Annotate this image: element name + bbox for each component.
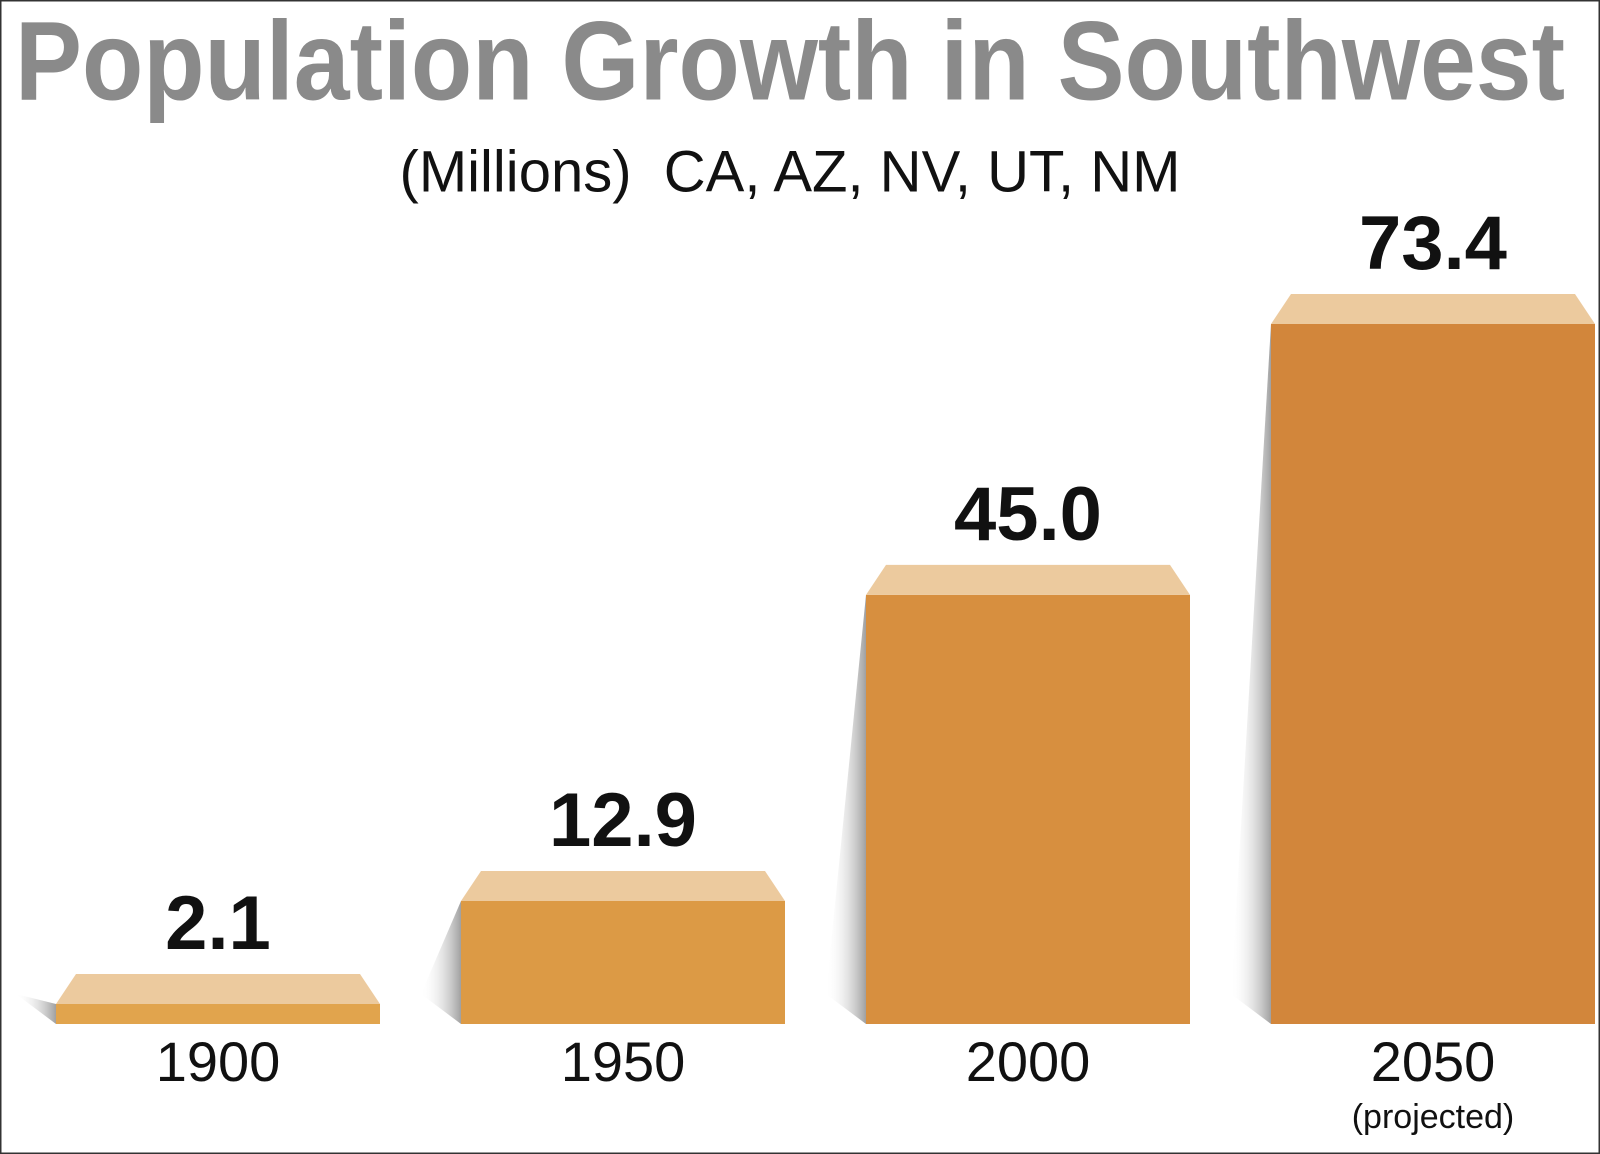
annotation: (projected): [1352, 1098, 1515, 1136]
x-tick-label: 1900: [156, 1030, 281, 1093]
bar-shadow: [421, 900, 461, 1024]
bar-top: [866, 564, 1190, 595]
bar-shadow: [1231, 324, 1271, 1024]
bar: [56, 1003, 380, 1024]
value-label: 45.0: [954, 472, 1102, 557]
bar-top: [56, 973, 380, 1004]
value-label: 12.9: [549, 778, 697, 863]
bar-top: [1271, 294, 1595, 324]
value-label: 73.4: [1359, 201, 1507, 286]
x-tick-label: 2050: [1371, 1030, 1496, 1093]
x-tick-label: 1950: [561, 1030, 686, 1093]
bar: [1271, 324, 1595, 1024]
bar-top: [461, 870, 785, 901]
bar: [461, 900, 785, 1024]
value-label: 2.1: [165, 881, 271, 966]
bar-shadow: [16, 994, 56, 1024]
chart-title: Population Growth in Southwest: [15, 0, 1565, 124]
x-tick-label: 2000: [966, 1030, 1091, 1093]
chart-subtitle: (Millions) CA, AZ, NV, UT, NM: [400, 139, 1181, 204]
bar: [866, 594, 1190, 1024]
bar-shadow: [826, 594, 866, 1024]
